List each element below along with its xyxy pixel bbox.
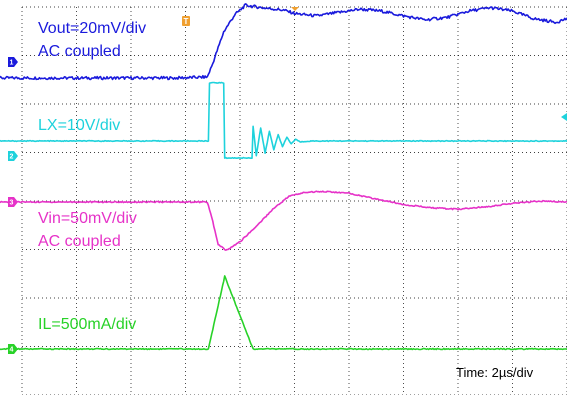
trigger-marker: T xyxy=(182,16,190,26)
channel-markers: 1 2 3 4 xyxy=(8,57,18,354)
channel-marker-shape xyxy=(8,344,18,354)
trigger-position-icon xyxy=(291,7,299,11)
channel-marker-number: 3 xyxy=(10,200,14,207)
lx-label: LX=10V/div xyxy=(38,117,120,134)
channel-4-marker-icon: 4 xyxy=(8,344,18,354)
vout-trace xyxy=(0,3,567,81)
channel-marker-number: 4 xyxy=(10,347,14,354)
traces xyxy=(0,3,567,351)
channel-2-marker-icon: 2 xyxy=(8,151,18,161)
channel-marker-number: 1 xyxy=(10,60,14,67)
il-trace xyxy=(0,275,567,351)
vin-label-line1: Vin=50mV/div xyxy=(38,210,137,227)
channel-marker-shape xyxy=(8,197,18,207)
trigger-t-letter: T xyxy=(184,17,189,26)
lx-trace xyxy=(0,81,567,160)
vout-label-line1: Vout=20mV/div xyxy=(38,20,146,37)
channel-marker-shape xyxy=(8,151,18,161)
channel-3-marker-icon: 3 xyxy=(8,197,18,207)
channel-marker-number: 2 xyxy=(10,154,14,161)
vin-label-line2: AC coupled xyxy=(38,233,121,250)
cyan-ref-arrow-icon xyxy=(561,113,567,121)
trigger-t-icon xyxy=(182,16,190,26)
vin-label: Vin=50mV/div AC coupled xyxy=(38,210,137,250)
channel-1-marker-icon: 1 xyxy=(8,57,18,67)
vin-trace xyxy=(0,190,567,251)
il-label: IL=500mA/div xyxy=(38,316,136,333)
vout-label: Vout=20mV/div AC coupled xyxy=(38,20,146,60)
channel-marker-shape xyxy=(8,57,18,67)
timebase-label: Time: 2µs/div xyxy=(456,365,534,380)
vout-label-line2: AC coupled xyxy=(38,43,121,60)
